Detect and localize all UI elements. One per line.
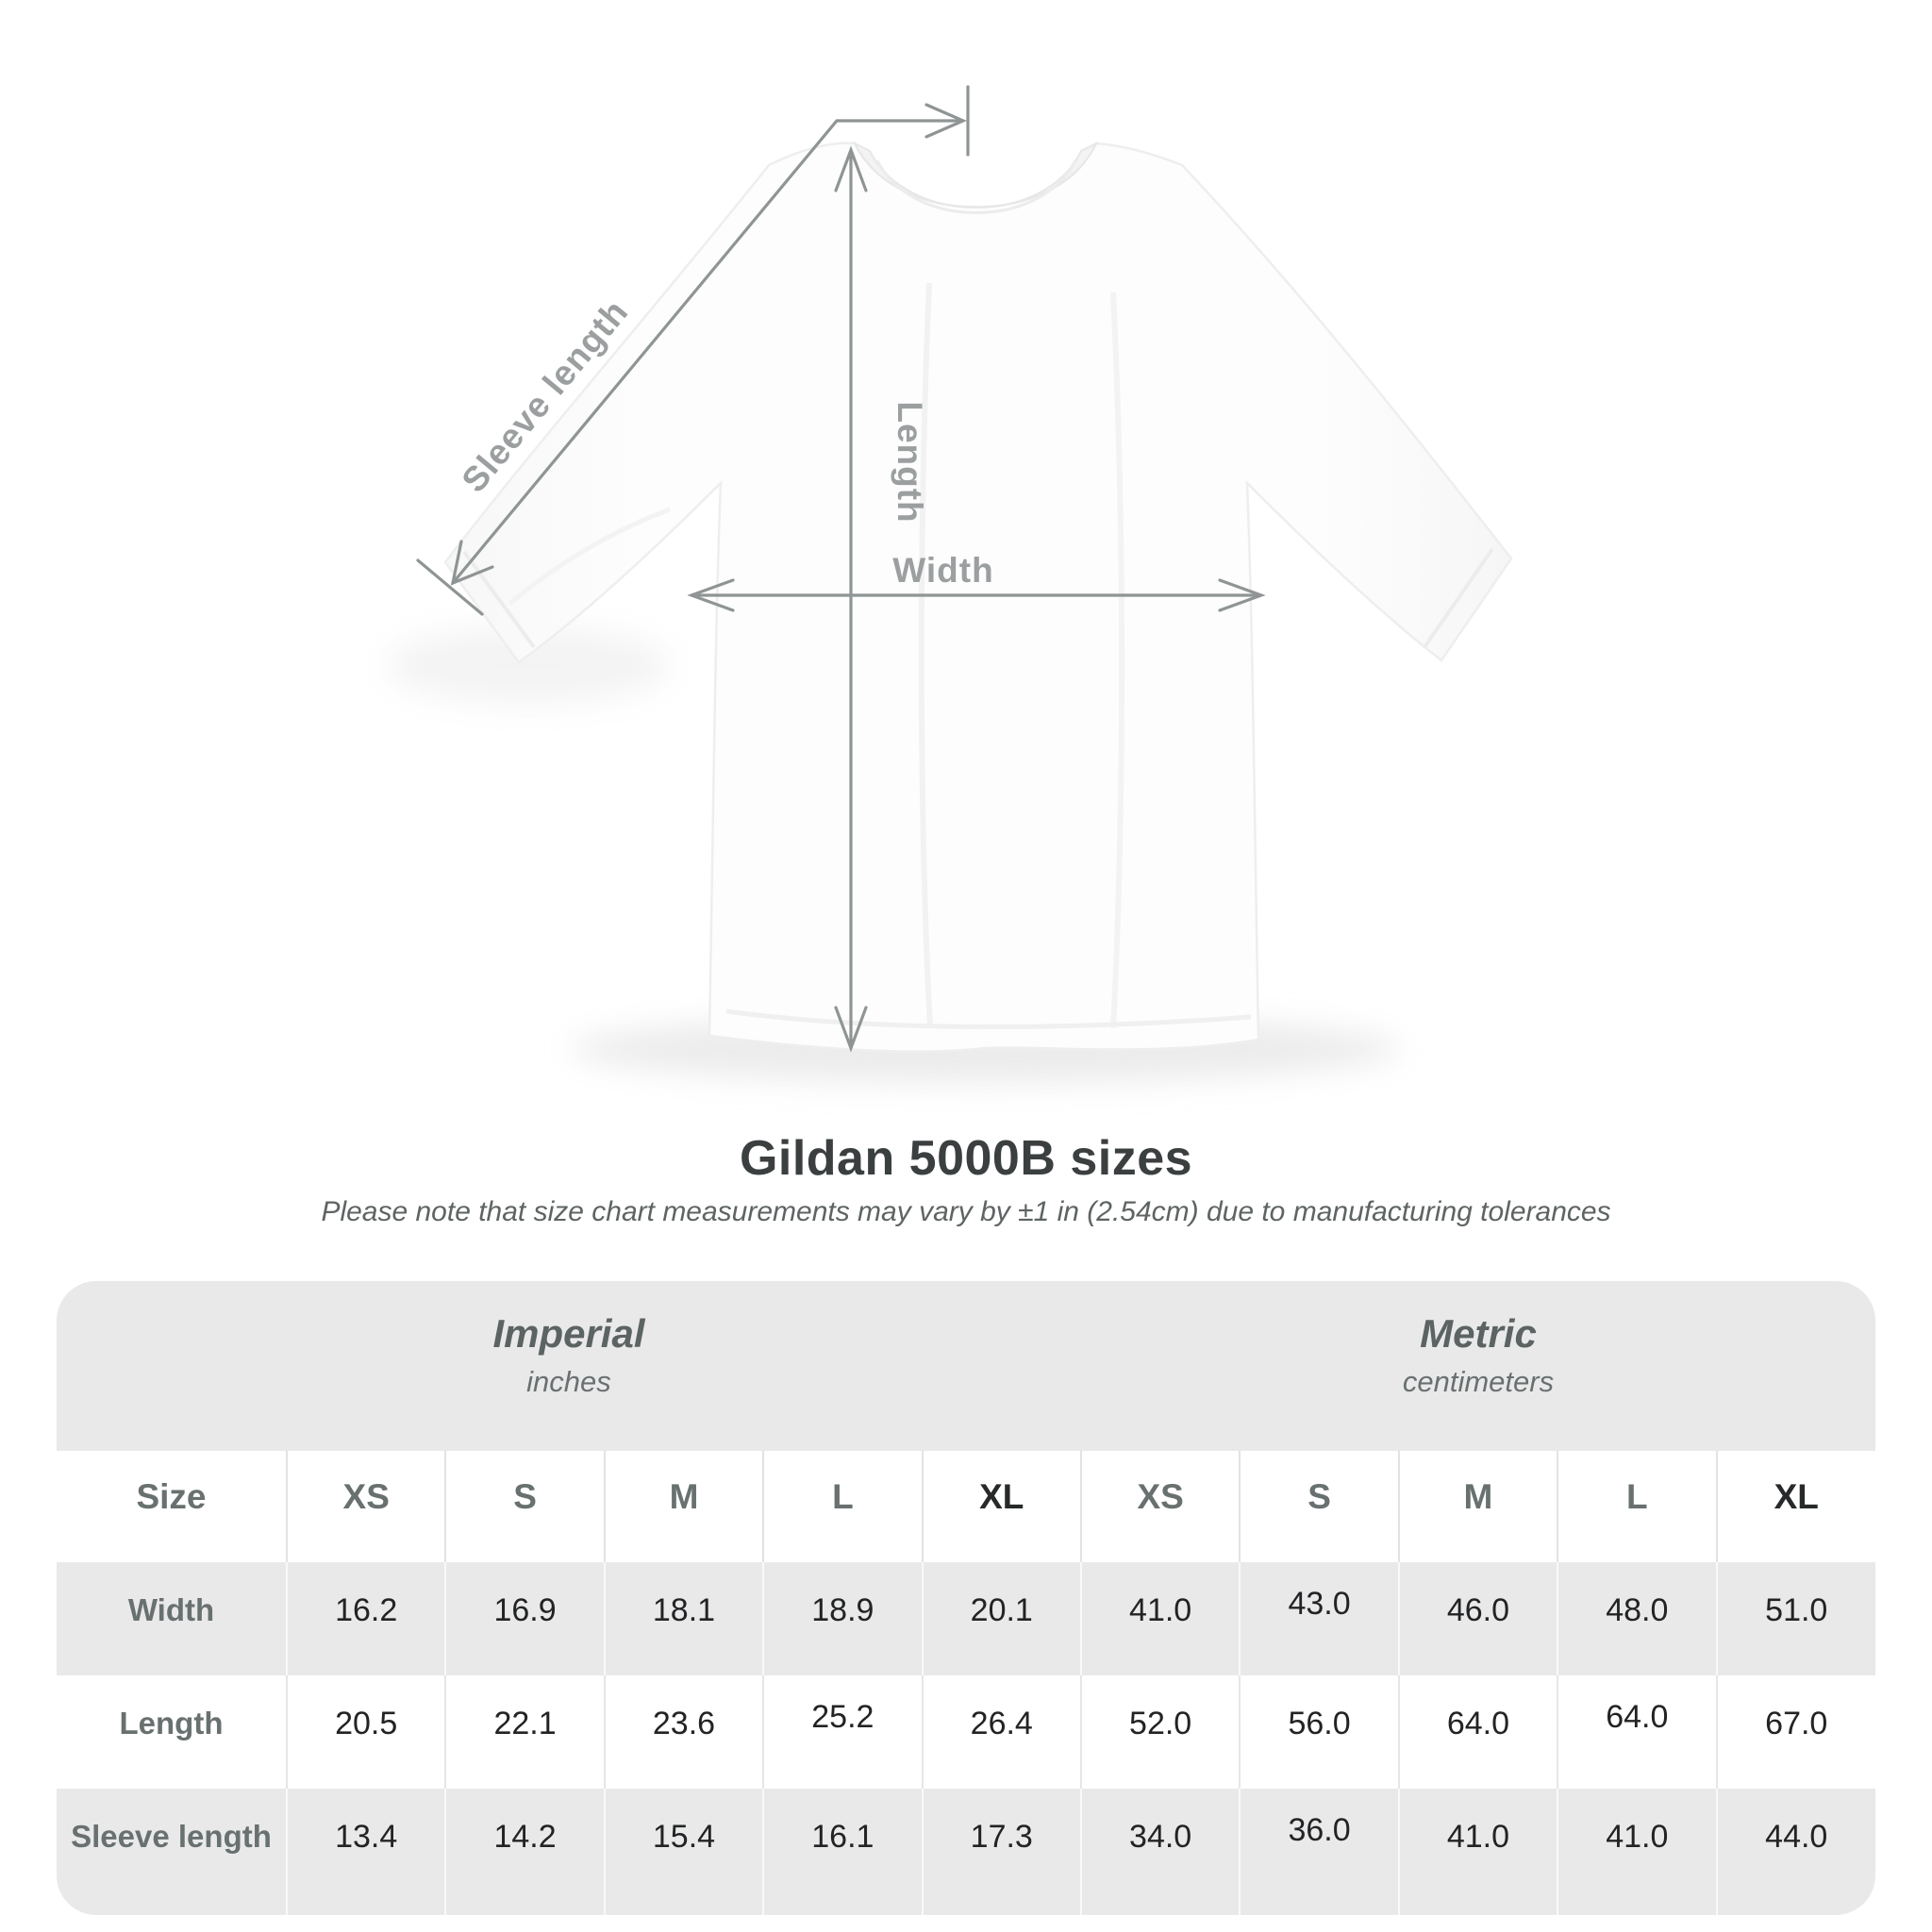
width-imperial-l: 18.9	[762, 1562, 923, 1675]
unit-band-row: Imperial inches Metric centimeters	[57, 1281, 1875, 1451]
metric-size-xs: XS	[1079, 1451, 1241, 1562]
sleeve-metric-xl: 44.0	[1715, 1789, 1875, 1915]
imperial-label: Imperial	[492, 1311, 645, 1356]
length-row: Length 20.5 22.1 23.6 25.2 26.4 52.0 56.…	[57, 1675, 1875, 1789]
sleeve-length-arrow	[451, 119, 964, 585]
row-label-width: Width	[57, 1562, 287, 1675]
imperial-size-s: S	[444, 1451, 605, 1562]
disclaimer-note: Please note that size chart measurements…	[321, 1196, 1611, 1227]
sleeve-imperial-s: 14.2	[444, 1789, 605, 1915]
width-imperial-xs: 16.2	[285, 1562, 446, 1675]
length-imperial-l: 25.2	[762, 1675, 923, 1789]
length-imperial-m: 23.6	[603, 1675, 764, 1789]
size-column-header: Size	[57, 1451, 287, 1562]
length-imperial-s: 22.1	[444, 1675, 605, 1789]
imperial-section-header: Imperial inches	[57, 1281, 1081, 1451]
width-imperial-s: 16.9	[444, 1562, 605, 1675]
width-metric-s: 43.0	[1239, 1562, 1399, 1675]
length-imperial-xs: 20.5	[285, 1675, 446, 1789]
metric-size-l: L	[1557, 1451, 1717, 1562]
measurement-arrows	[416, 85, 1266, 1053]
sleeve-imperial-xs: 13.4	[285, 1789, 446, 1915]
size-table: Imperial inches Metric centimeters Size …	[57, 1281, 1875, 1915]
sleeve-imperial-xl: 17.3	[921, 1789, 1081, 1915]
length-metric-xl: 67.0	[1715, 1675, 1875, 1789]
length-metric-m: 64.0	[1397, 1675, 1558, 1789]
width-metric-l: 48.0	[1557, 1562, 1717, 1675]
length-metric-l: 64.0	[1557, 1675, 1717, 1789]
metric-section-header: Metric centimeters	[1080, 1281, 1875, 1451]
row-label-length: Length	[57, 1675, 287, 1789]
length-imperial-xl: 26.4	[921, 1675, 1081, 1789]
size-table-card: Imperial inches Metric centimeters Size …	[57, 1281, 1875, 1915]
sleeve-shadow	[387, 625, 670, 705]
metric-size-m: M	[1397, 1451, 1558, 1562]
sleeve-length-row: Sleeve length 13.4 14.2 15.4 16.1 17.3 3…	[57, 1789, 1875, 1915]
metric-size-s: S	[1239, 1451, 1399, 1562]
length-label: Length	[891, 401, 929, 523]
row-label-sleeve-length: Sleeve length	[57, 1789, 287, 1915]
width-metric-xs: 41.0	[1079, 1562, 1241, 1675]
width-metric-xl: 51.0	[1715, 1562, 1875, 1675]
metric-size-xl: XL	[1715, 1451, 1875, 1562]
width-imperial-xl: 20.1	[921, 1562, 1081, 1675]
imperial-size-l: L	[762, 1451, 923, 1562]
width-row: Width 16.2 16.9 18.1 18.9 20.1 41.0 43.0…	[57, 1562, 1875, 1675]
sleeve-imperial-l: 16.1	[762, 1789, 923, 1915]
imperial-size-m: M	[603, 1451, 764, 1562]
sleeve-metric-l: 41.0	[1557, 1789, 1717, 1915]
imperial-size-xl: XL	[921, 1451, 1081, 1562]
sleeve-imperial-m: 15.4	[603, 1789, 764, 1915]
imperial-unit: inches	[526, 1364, 611, 1398]
length-metric-s: 56.0	[1239, 1675, 1399, 1789]
sleeve-metric-m: 41.0	[1397, 1789, 1558, 1915]
width-metric-m: 46.0	[1397, 1562, 1558, 1675]
size-header-row: Size XS S M L XL XS S M L XL	[57, 1451, 1875, 1562]
length-metric-xs: 52.0	[1079, 1675, 1241, 1789]
tshirt-diagram: Sleeve length Length Width	[387, 85, 1513, 1083]
imperial-size-xs: XS	[285, 1451, 446, 1562]
metric-unit: centimeters	[1402, 1364, 1555, 1398]
tshirt-illustration	[443, 141, 1513, 1053]
width-imperial-m: 18.1	[603, 1562, 764, 1675]
page-title: Gildan 5000B sizes	[739, 1131, 1193, 1186]
width-label: Width	[892, 551, 993, 590]
sleeve-metric-xs: 34.0	[1079, 1789, 1241, 1915]
metric-label: Metric	[1420, 1311, 1537, 1356]
sleeve-metric-s: 36.0	[1239, 1789, 1399, 1915]
